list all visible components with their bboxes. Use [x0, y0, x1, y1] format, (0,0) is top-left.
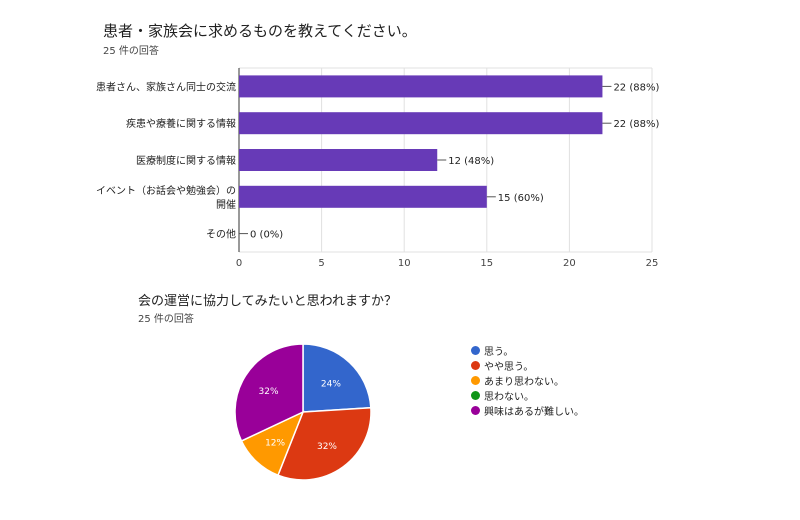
- legend-label: あまり思わない。: [484, 376, 564, 388]
- bar: [239, 75, 603, 98]
- data-label: 15 (60%): [498, 193, 544, 204]
- data-label: 12 (48%): [448, 156, 494, 167]
- bar-chart: 0 5 10 15 20 25 患者さん、家族さん同士の交流 22 (88%) 疾患や療養に関す…: [96, 67, 659, 269]
- legend-item: あまり思わない。: [471, 373, 584, 388]
- legend-swatch-icon: [471, 405, 480, 415]
- category-label: 疾患や療養に関する情報: [126, 117, 236, 130]
- legend-item: 思わない。: [471, 388, 584, 403]
- bar-chart-title: 患者・家族会に求めるものを教えてください。: [103, 22, 417, 40]
- x-tick-label: 5: [318, 258, 324, 269]
- pie-chart-title: 会の運営に協力してみたいと思われますか？: [138, 294, 397, 309]
- bar: [239, 185, 487, 208]
- bar: [239, 149, 438, 171]
- category-label: イベント（お話会や勉強会）の開催: [96, 184, 236, 211]
- data-label: 22 (88%): [613, 119, 659, 130]
- bar: [239, 112, 603, 135]
- pie-slice-label: 24%: [321, 379, 341, 389]
- legend-label: やや思う。: [484, 361, 534, 373]
- pie-chart: 24% 32% 12% 32%: [234, 343, 372, 481]
- legend-swatch-icon: [471, 345, 480, 355]
- x-tick-label: 25: [646, 258, 659, 269]
- x-tick-label: 20: [563, 258, 576, 269]
- pie-legend: 思う。やや思う。あまり思わない。 思わない。興味はあるが難しい。: [471, 343, 584, 418]
- pie-chart-response-count: 25 件の回答: [138, 314, 194, 325]
- pie-slice-label: 32%: [259, 387, 279, 397]
- legend-swatch-icon: [471, 390, 480, 400]
- x-tick-label: 15: [480, 258, 493, 269]
- x-tick-label: 0: [236, 258, 242, 269]
- data-label: 22 (88%): [613, 82, 659, 93]
- legend-label: 思わない。: [484, 391, 534, 403]
- data-label: 0 (0%): [250, 230, 283, 241]
- bar-chart-response-count: 25 件の回答: [103, 46, 159, 57]
- legend-label: 思う。: [484, 346, 514, 358]
- legend-item: やや思う。: [471, 358, 584, 373]
- legend-label: 興味はあるが難しい。: [484, 406, 584, 418]
- category-label: 医療制度に関する情報: [136, 154, 236, 167]
- category-label: その他: [206, 228, 236, 241]
- category-label: 患者さん、家族さん同士の交流: [96, 80, 236, 93]
- pie-slice: [302, 343, 372, 413]
- legend-swatch-icon: [471, 375, 480, 385]
- legend-swatch-icon: [471, 360, 480, 370]
- pie-slice: [234, 343, 304, 442]
- pie-slice: [276, 406, 372, 481]
- legend-item: 思う。: [471, 343, 584, 358]
- x-tick-label: 10: [398, 258, 411, 269]
- pie-slice-label: 32%: [317, 442, 337, 452]
- legend-item: 興味はあるが難しい。: [471, 403, 584, 418]
- pie-slice-label: 12%: [265, 439, 285, 449]
